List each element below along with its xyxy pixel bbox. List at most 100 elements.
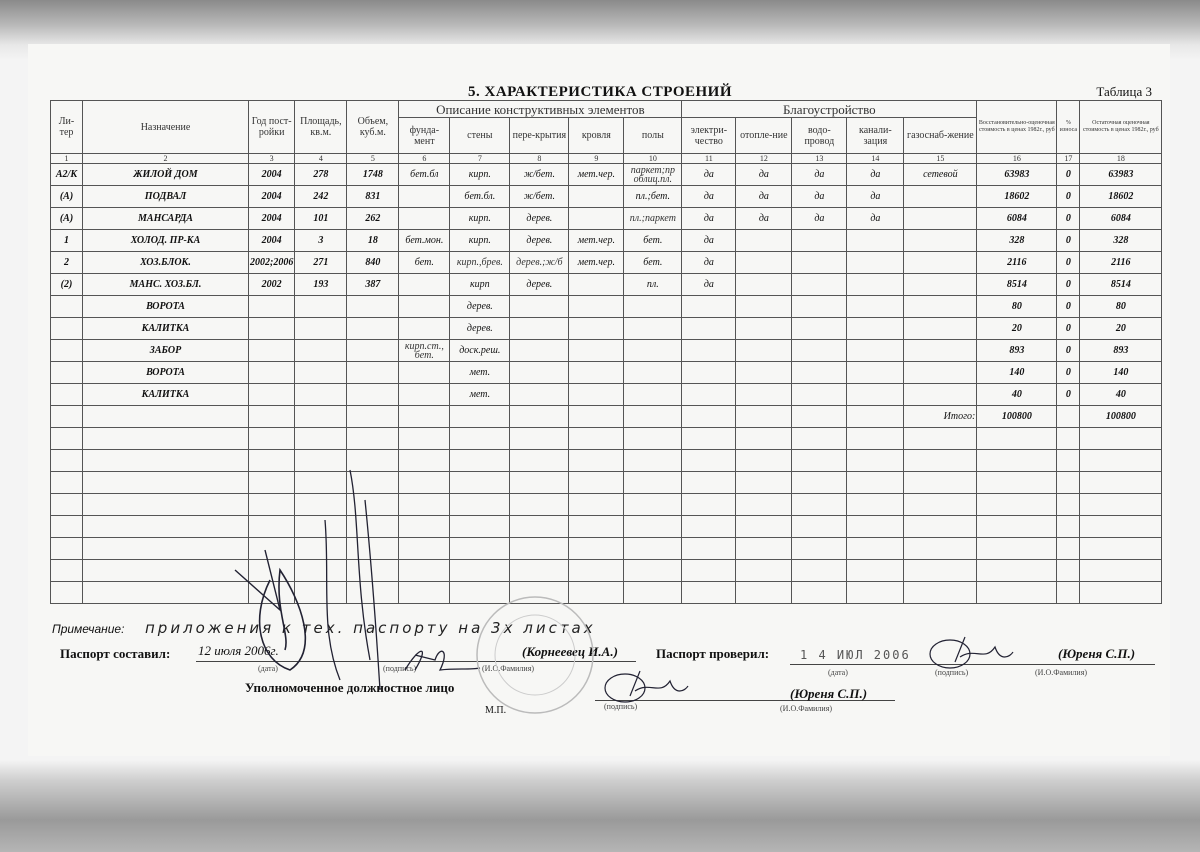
table-cell bbox=[735, 405, 793, 428]
table-cell bbox=[1079, 449, 1163, 472]
table-row: 1 ХОЛОД. ПР-КА 2004 3 18 бет.мон. кирп. дерев. м… bbox=[50, 229, 1163, 252]
table-cell bbox=[398, 383, 451, 406]
table-cell bbox=[247, 339, 296, 362]
table-cell bbox=[623, 559, 683, 582]
table-cell bbox=[735, 273, 793, 296]
table-cell bbox=[247, 405, 296, 428]
table-cell bbox=[846, 251, 905, 274]
table-cell bbox=[1056, 427, 1081, 450]
table-cell bbox=[903, 229, 978, 252]
table-cell bbox=[976, 427, 1058, 450]
table-cell bbox=[1056, 471, 1081, 494]
table-cell bbox=[1079, 559, 1163, 582]
table-cell bbox=[398, 405, 451, 428]
table-cell bbox=[903, 559, 978, 582]
table-cell bbox=[398, 295, 451, 318]
table-cell bbox=[294, 361, 348, 384]
table-cell: 80 bbox=[976, 295, 1058, 318]
table-cell: кирп.,брев. bbox=[449, 251, 511, 274]
table-cell bbox=[294, 405, 348, 428]
table-row: ВОРОТА мет. 140 0 140 bbox=[50, 361, 1163, 384]
table-cell bbox=[82, 559, 249, 582]
table-cell: КАЛИТКА bbox=[82, 317, 249, 340]
authorized-signature bbox=[604, 670, 689, 703]
table-cell bbox=[681, 471, 737, 494]
table-cell bbox=[846, 493, 905, 516]
table-cell bbox=[398, 273, 451, 296]
table-cell bbox=[791, 405, 848, 428]
table-cell: 2002 bbox=[247, 273, 296, 296]
table-cell bbox=[568, 515, 625, 538]
table-cell: 893 bbox=[1079, 339, 1163, 362]
table-cell bbox=[791, 361, 848, 384]
table-cell bbox=[846, 515, 905, 538]
table-cell: бет.бл bbox=[398, 163, 451, 186]
table-cell bbox=[976, 449, 1058, 472]
table-cell: 831 bbox=[346, 185, 400, 208]
table-cell bbox=[50, 427, 83, 450]
table-cell: 0 bbox=[1056, 229, 1081, 252]
table-cell bbox=[846, 317, 905, 340]
table-cell bbox=[846, 449, 905, 472]
handwritten-certification-signature bbox=[234, 469, 381, 691]
table-cell bbox=[791, 559, 848, 582]
table-cell: 387 bbox=[346, 273, 400, 296]
table-cell bbox=[623, 515, 683, 538]
table-cell: 8514 bbox=[1079, 273, 1163, 296]
header-purpose: Назначение bbox=[82, 100, 249, 154]
table-cell bbox=[623, 339, 683, 362]
table-cell bbox=[735, 559, 793, 582]
table-cell: дерев. bbox=[449, 295, 511, 318]
table-cell: 242 bbox=[294, 185, 348, 208]
table-cell bbox=[50, 449, 83, 472]
table-cell bbox=[50, 295, 83, 318]
table-cell bbox=[398, 515, 451, 538]
table-cell: 63983 bbox=[1079, 163, 1163, 186]
table-cell: 0 bbox=[1056, 207, 1081, 230]
table-cell bbox=[976, 559, 1058, 582]
table-cell bbox=[568, 317, 625, 340]
table-cell bbox=[568, 339, 625, 362]
table-cell bbox=[398, 581, 451, 604]
table-cell: 140 bbox=[976, 361, 1058, 384]
table-cell bbox=[568, 185, 625, 208]
table-cell: ХОЗ.БЛОК. bbox=[82, 251, 249, 274]
table-cell: (А) bbox=[50, 207, 83, 230]
empty-row bbox=[50, 581, 1163, 604]
table-cell bbox=[398, 207, 451, 230]
caption-name-checked: (И.О.Фамилия) bbox=[1035, 668, 1088, 677]
table-cell bbox=[82, 515, 249, 538]
document-title: 5. ХАРАКТЕРИСТИКА СТРОЕНИЙ bbox=[467, 84, 732, 100]
table-cell: да bbox=[681, 273, 737, 296]
table-cell bbox=[623, 295, 683, 318]
table-cell bbox=[846, 559, 905, 582]
table-cell: ж/бет. bbox=[509, 163, 570, 186]
table-cell bbox=[791, 383, 848, 406]
authorized-line bbox=[595, 700, 895, 701]
table-cell bbox=[1079, 493, 1163, 516]
table-cell: 893 bbox=[976, 339, 1058, 362]
table-cell bbox=[50, 317, 83, 340]
column-number: 8 bbox=[509, 153, 570, 164]
table-cell: бет. bbox=[623, 229, 683, 252]
table-cell bbox=[82, 493, 249, 516]
table-cell bbox=[903, 493, 978, 516]
table-cell bbox=[568, 537, 625, 560]
total-label: Итого: bbox=[903, 405, 978, 428]
table-cell: МАНС. ХОЗ.БЛ. bbox=[82, 273, 249, 296]
table-cell bbox=[735, 471, 793, 494]
table-cell: 0 bbox=[1056, 339, 1081, 362]
empty-row bbox=[50, 493, 1163, 516]
table-cell bbox=[791, 581, 848, 604]
table-cell: дерев. bbox=[509, 229, 570, 252]
caption-signature: (подпись) bbox=[383, 664, 417, 673]
table-cell bbox=[449, 449, 511, 472]
table-cell bbox=[735, 493, 793, 516]
table-cell: (2) bbox=[50, 273, 83, 296]
header-liter: Ли-тер bbox=[50, 100, 83, 154]
checked-date-stamp: 1 4 ИЮЛ 2006 bbox=[800, 648, 911, 662]
column-number: 13 bbox=[791, 153, 848, 164]
table-cell bbox=[568, 207, 625, 230]
table-cell: бет. bbox=[623, 251, 683, 274]
table-cell: 40 bbox=[976, 383, 1058, 406]
